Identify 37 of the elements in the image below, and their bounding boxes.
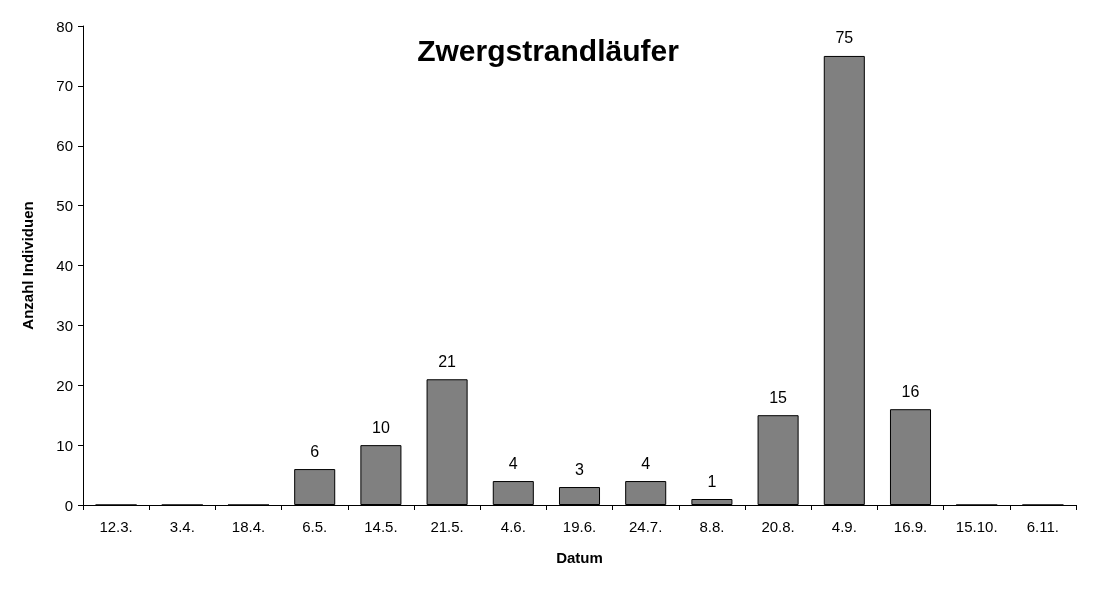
- x-tick-label: 8.8.: [699, 518, 725, 535]
- data-label: 15: [769, 388, 788, 406]
- x-tick-label: 4.9.: [831, 518, 857, 535]
- data-label: 3: [575, 460, 585, 478]
- y-tick-label: 40: [56, 257, 73, 274]
- y-tick-label: 30: [56, 316, 73, 334]
- y-axis-title: Anzahl Individuen: [19, 201, 36, 330]
- x-tick-label: 20.8.: [761, 518, 795, 535]
- x-tick-label: 15.10.: [955, 518, 998, 535]
- x-tick-label: 24.7.: [629, 518, 663, 535]
- y-tick-label: 70: [56, 77, 73, 95]
- data-label: 10: [372, 418, 390, 436]
- x-tick-label: 6.5.: [302, 518, 328, 535]
- y-tick-label: 80: [56, 17, 73, 35]
- x-tick-label: 3.4.: [169, 518, 195, 535]
- x-tick-label: 14.5.: [364, 518, 398, 535]
- x-tick-label: 18.4.: [231, 518, 266, 535]
- x-axis-title: Datum: [556, 549, 603, 566]
- y-tick-label: 10: [56, 436, 73, 454]
- data-label: 75: [835, 29, 854, 47]
- y-tick-label: 60: [56, 137, 73, 155]
- x-tick-label: 12.3.: [99, 518, 133, 535]
- chart-title: Zwergstrandläufer: [417, 33, 680, 67]
- x-tick-label: 19.6.: [562, 518, 597, 535]
- data-label: 6: [310, 442, 320, 460]
- x-tick-label: 16.9.: [893, 518, 928, 535]
- data-label: 21: [438, 352, 457, 370]
- data-label: 4: [508, 454, 518, 472]
- data-label: 16: [901, 382, 920, 400]
- y-tick-label: 20: [56, 376, 73, 394]
- x-tick-label: 6.11.: [1026, 518, 1060, 535]
- x-tick-label: 21.5.: [430, 518, 464, 535]
- x-tick-label: 4.6.: [500, 518, 526, 535]
- y-tick-label: 50: [56, 197, 73, 215]
- data-label: 4: [641, 454, 651, 472]
- y-tick-label: 0: [64, 496, 73, 514]
- data-label: 1: [707, 472, 717, 490]
